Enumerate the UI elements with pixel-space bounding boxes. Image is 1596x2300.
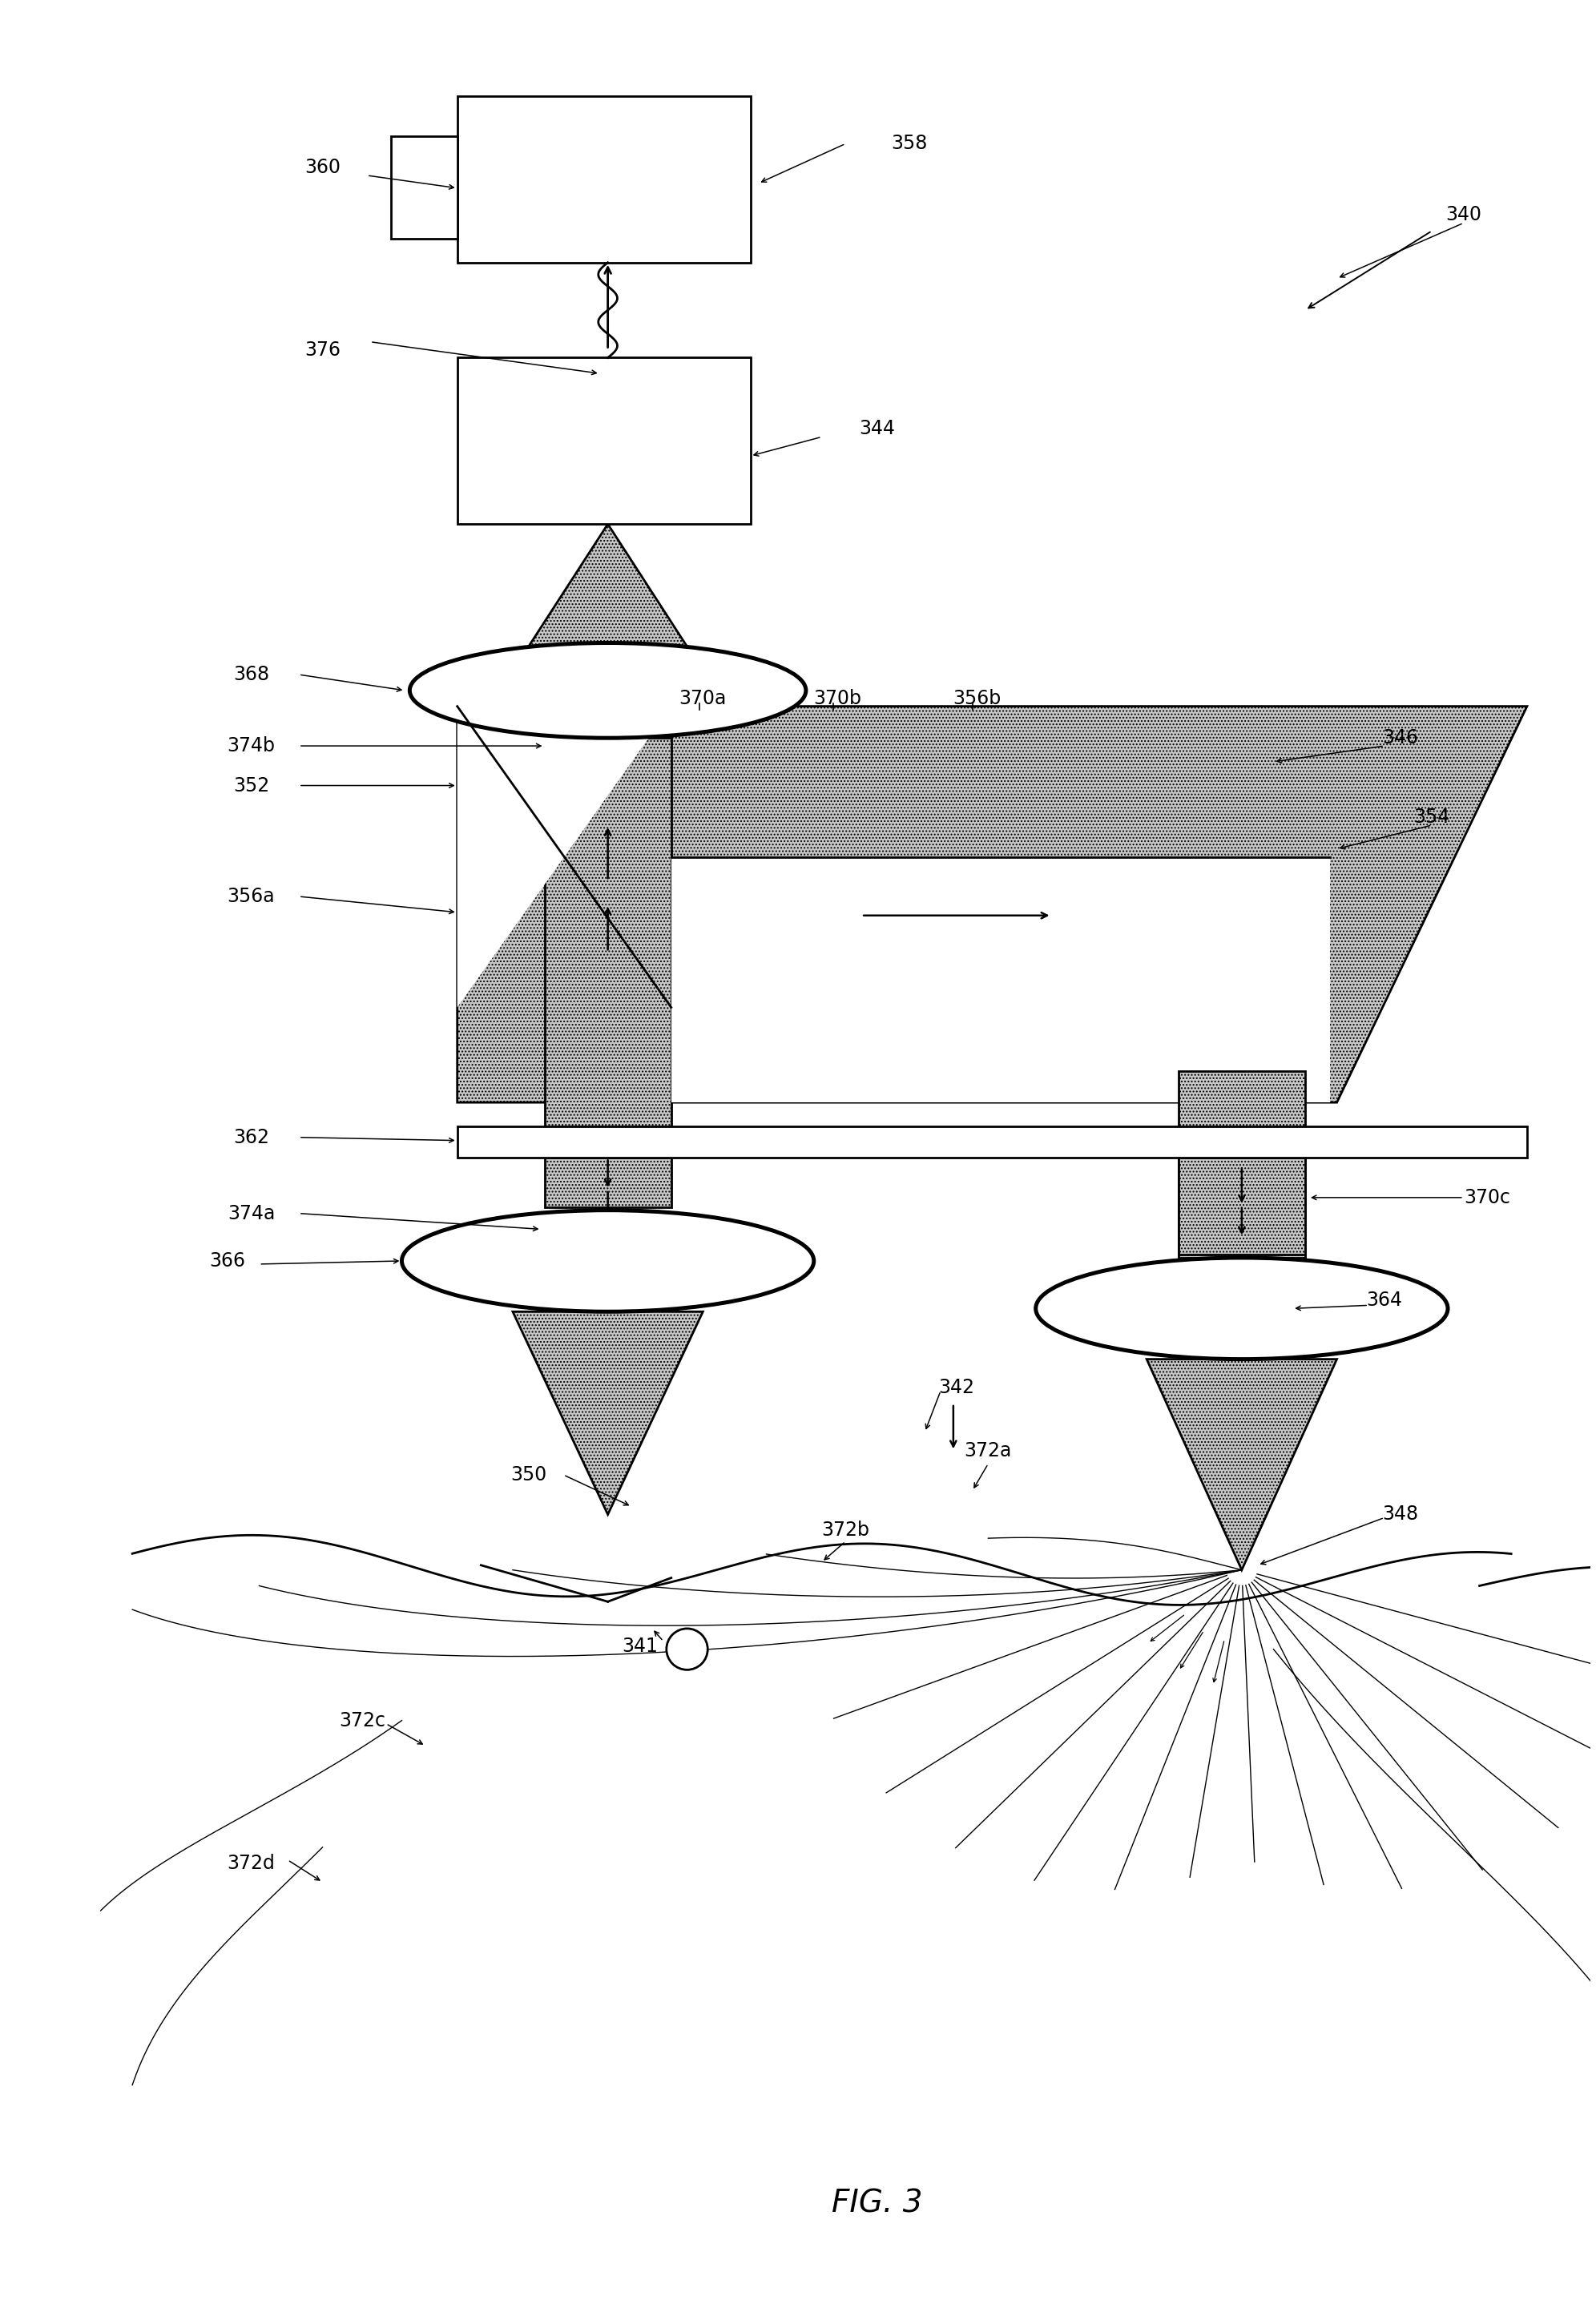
Text: 364: 364 xyxy=(1366,1290,1403,1311)
Text: 356a: 356a xyxy=(227,888,275,906)
Text: 370c: 370c xyxy=(1464,1187,1511,1208)
Text: 372c: 372c xyxy=(338,1711,385,1730)
Text: 340: 340 xyxy=(1446,205,1481,225)
Text: 372d: 372d xyxy=(227,1854,275,1872)
Text: 370b: 370b xyxy=(814,688,862,708)
Bar xyxy=(544,738,672,1150)
Text: FIG. 3: FIG. 3 xyxy=(832,2190,922,2220)
Polygon shape xyxy=(456,706,672,1007)
Bar xyxy=(544,1309,672,1311)
Text: 368: 368 xyxy=(233,665,270,683)
Text: 374a: 374a xyxy=(228,1203,275,1224)
Circle shape xyxy=(667,1628,707,1670)
Text: 344: 344 xyxy=(859,419,895,439)
Text: 352: 352 xyxy=(233,775,270,796)
Text: 348: 348 xyxy=(1382,1504,1419,1525)
Text: 362: 362 xyxy=(233,1127,270,1148)
Polygon shape xyxy=(1146,1359,1337,1571)
Text: 356b: 356b xyxy=(953,688,1001,708)
Text: 354: 354 xyxy=(1414,807,1451,826)
Bar xyxy=(456,359,750,524)
Polygon shape xyxy=(672,858,1329,1102)
Bar xyxy=(544,1157,672,1208)
Text: 372b: 372b xyxy=(822,1520,870,1541)
Bar xyxy=(391,136,456,239)
Text: 376: 376 xyxy=(305,340,340,359)
Polygon shape xyxy=(520,524,694,658)
Bar xyxy=(1178,1072,1306,1276)
Text: 342: 342 xyxy=(938,1378,975,1398)
Text: 370a: 370a xyxy=(680,688,726,708)
Ellipse shape xyxy=(1036,1258,1448,1359)
Bar xyxy=(456,1127,1527,1157)
Ellipse shape xyxy=(402,1210,814,1311)
Text: 341: 341 xyxy=(621,1635,658,1656)
Text: 360: 360 xyxy=(305,159,340,177)
Text: 372a: 372a xyxy=(964,1442,1012,1461)
Bar xyxy=(456,97,750,262)
Text: 374b: 374b xyxy=(227,736,275,754)
Polygon shape xyxy=(512,1311,702,1513)
Text: 346: 346 xyxy=(1382,729,1419,748)
Bar xyxy=(1178,1157,1306,1254)
Bar xyxy=(1178,1258,1306,1357)
Ellipse shape xyxy=(410,644,806,738)
Text: 358: 358 xyxy=(891,133,927,154)
Polygon shape xyxy=(456,706,1527,1102)
Text: 350: 350 xyxy=(511,1465,547,1484)
Text: 366: 366 xyxy=(209,1251,246,1270)
